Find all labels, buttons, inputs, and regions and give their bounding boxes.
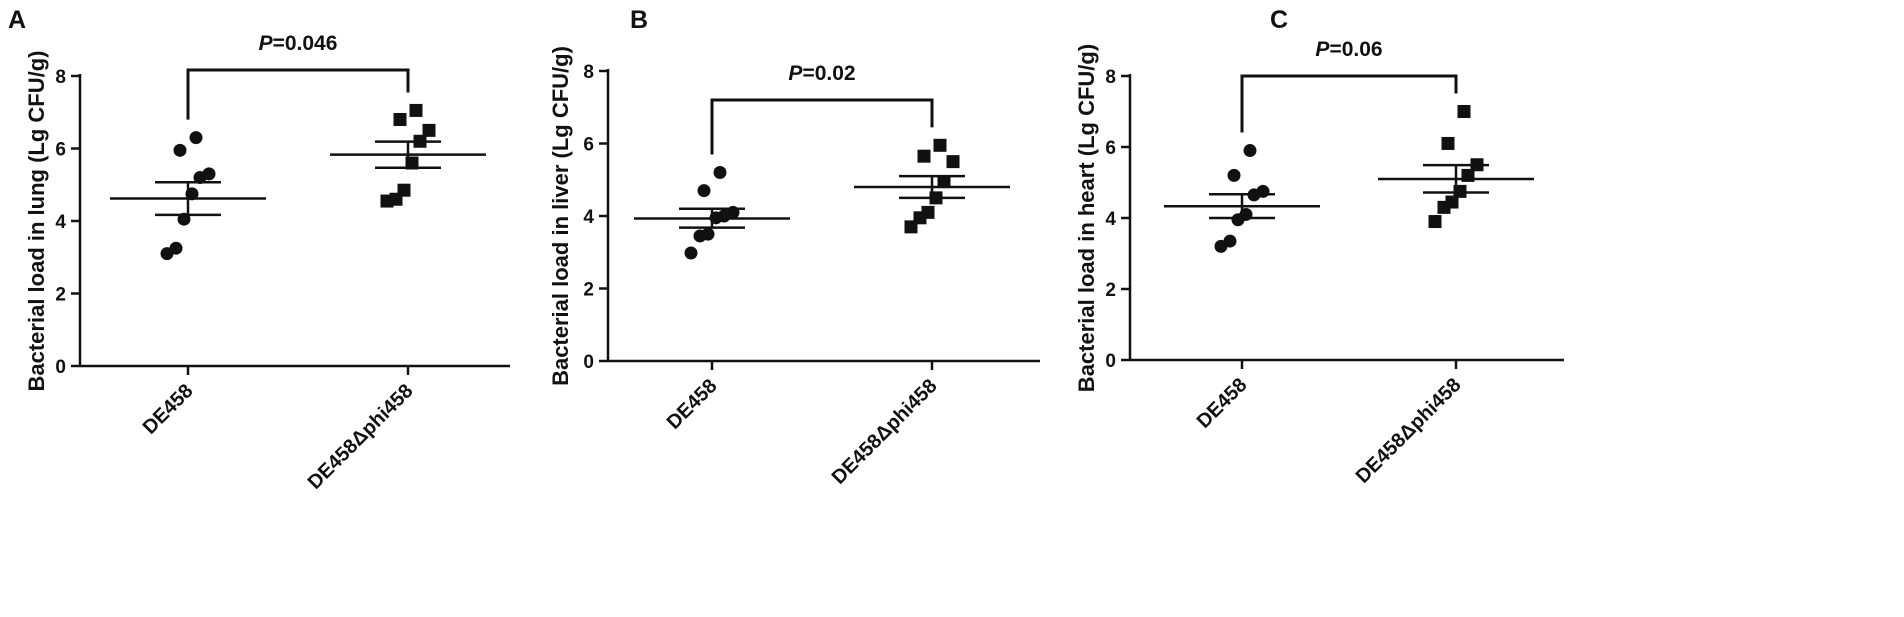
panel-letter: A: [8, 6, 26, 34]
y-tick-label: 0: [583, 352, 594, 373]
x-tick-label: DE458: [139, 380, 198, 439]
p-value: =0.02: [802, 62, 855, 85]
data-point-square: [1445, 195, 1459, 209]
data-point-circle: [202, 167, 216, 181]
x-tick-label: DE458Δphi458: [304, 380, 418, 494]
x-tick-label: DE458Δphi458: [828, 375, 942, 489]
data-point-circle: [1243, 144, 1257, 158]
p-value: =0.046: [273, 32, 338, 55]
data-point-circle: [713, 166, 727, 179]
p-symbol: P: [788, 62, 803, 85]
y-tick-label: 8: [583, 62, 594, 83]
chart-panel-a: A 0 2 4 6 8 Bacterial load in lung (Lg CFU/g) D…: [8, 6, 510, 494]
p-value: =0.06: [1329, 38, 1382, 61]
data-point-circle: [701, 227, 715, 241]
y-tick-label: 6: [583, 135, 594, 156]
y-tick-label: 4: [1105, 209, 1116, 230]
p-symbol: P: [1315, 38, 1330, 61]
data-point-square: [393, 113, 407, 126]
y-axis-label: Bacterial load in liver (Lg CFU/g): [548, 46, 573, 386]
chart-panel-b: B 0 2 4 6 8 Bacterial load in liver (Lg CFU/g)…: [548, 6, 1040, 489]
y-tick-label: 8: [1105, 67, 1116, 88]
data-point-square: [1428, 215, 1442, 229]
x-tick-label: DE458Δphi458: [1352, 374, 1466, 488]
y-tick-label: 0: [55, 357, 66, 378]
y-tick-label: 6: [55, 140, 66, 161]
y-tick-label: 4: [583, 207, 594, 228]
data-point-circle: [1227, 168, 1241, 182]
y-axis-label: Bacterial load in heart (Lg CFU/g): [1074, 44, 1099, 392]
chart-panel-c: C 0 2 4 6 8 Bacterial load in heart (Lg CFU/g)…: [1074, 6, 1564, 488]
y-tick-label: 8: [55, 67, 66, 88]
data-point-circle: [1223, 234, 1237, 248]
data-point-square: [933, 138, 947, 152]
data-point-square: [1457, 105, 1471, 118]
data-point-circle: [189, 131, 203, 145]
data-point-square: [937, 175, 951, 189]
data-point-circle: [169, 241, 183, 255]
y-tick-label: 0: [1105, 351, 1116, 372]
x-tick-label: DE458: [1193, 374, 1252, 433]
data-point-square: [422, 123, 436, 137]
p-value-label: P=0.046: [259, 32, 338, 55]
significance-bracket: [1240, 74, 1458, 133]
panel-letter: C: [1270, 6, 1288, 34]
data-point-circle: [684, 246, 698, 260]
p-value-label: P=0.06: [1315, 38, 1382, 61]
data-point-circle: [697, 184, 711, 198]
y-tick-label: 2: [583, 280, 594, 301]
x-tick-label: DE458: [663, 375, 722, 434]
p-value-label: P=0.02: [788, 62, 855, 85]
y-tick-label: 4: [55, 212, 66, 233]
data-point-square: [946, 155, 960, 169]
data-point-square: [1441, 136, 1455, 150]
p-symbol: P: [259, 32, 274, 55]
data-point-square: [409, 103, 423, 117]
y-axis-label: Bacterial load in lung (Lg CFU/g): [24, 51, 49, 392]
y-tick-label: 2: [55, 285, 66, 306]
data-point-circle: [1256, 184, 1270, 198]
y-tick-label: 2: [1105, 280, 1116, 301]
data-point-square: [917, 149, 931, 163]
panel-letter: B: [630, 6, 648, 34]
significance-bracket: [186, 68, 410, 120]
data-point-square: [397, 183, 411, 197]
y-tick-label: 6: [1105, 138, 1116, 159]
significance-bracket: [710, 98, 934, 155]
data-point-circle: [173, 143, 187, 157]
data-point-square: [921, 205, 935, 219]
